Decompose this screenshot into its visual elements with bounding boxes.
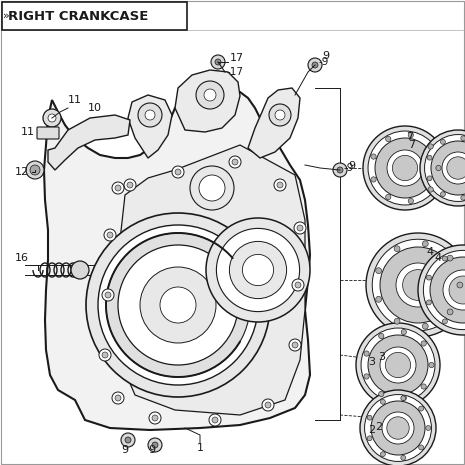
Text: 3: 3 <box>368 357 376 367</box>
Circle shape <box>48 114 56 122</box>
Circle shape <box>105 292 111 298</box>
Circle shape <box>367 415 372 420</box>
Circle shape <box>371 154 376 159</box>
Circle shape <box>160 287 196 323</box>
Circle shape <box>206 218 310 322</box>
Circle shape <box>274 179 286 191</box>
Circle shape <box>429 362 434 368</box>
Text: 11: 11 <box>68 95 82 105</box>
Circle shape <box>86 213 270 397</box>
Circle shape <box>363 126 447 210</box>
Circle shape <box>71 261 89 279</box>
Circle shape <box>401 395 406 401</box>
Circle shape <box>380 347 416 383</box>
Circle shape <box>295 282 301 288</box>
Circle shape <box>426 275 432 280</box>
Circle shape <box>289 339 301 351</box>
Circle shape <box>361 328 435 402</box>
Circle shape <box>421 341 426 346</box>
Text: 2: 2 <box>375 422 382 432</box>
Text: -17: -17 <box>226 67 243 77</box>
Text: -9: -9 <box>343 163 353 173</box>
Circle shape <box>382 412 414 444</box>
Circle shape <box>196 81 224 109</box>
Circle shape <box>26 161 44 179</box>
Circle shape <box>368 335 428 395</box>
Circle shape <box>365 395 432 461</box>
Circle shape <box>356 323 440 407</box>
Polygon shape <box>44 85 310 430</box>
Circle shape <box>124 179 136 191</box>
Circle shape <box>408 133 413 138</box>
Circle shape <box>337 167 343 173</box>
Circle shape <box>265 402 271 408</box>
Text: RIGHT CRANKCASE: RIGHT CRANKCASE <box>8 9 148 22</box>
Circle shape <box>401 329 406 335</box>
Circle shape <box>112 392 124 404</box>
Circle shape <box>371 177 376 182</box>
Circle shape <box>269 104 291 126</box>
Circle shape <box>385 194 391 199</box>
Circle shape <box>442 152 465 184</box>
Circle shape <box>457 282 463 288</box>
Circle shape <box>138 103 162 127</box>
Circle shape <box>115 185 121 191</box>
Text: 17: 17 <box>230 53 244 63</box>
Circle shape <box>312 62 318 68</box>
Circle shape <box>376 296 382 302</box>
Circle shape <box>292 342 298 348</box>
Circle shape <box>436 166 441 171</box>
Circle shape <box>440 140 445 144</box>
Circle shape <box>199 175 225 201</box>
Circle shape <box>387 150 423 186</box>
Circle shape <box>426 425 431 431</box>
Circle shape <box>172 166 184 178</box>
Circle shape <box>140 267 216 343</box>
Text: »: » <box>3 11 10 21</box>
Circle shape <box>422 241 428 247</box>
Circle shape <box>367 436 372 441</box>
Circle shape <box>232 159 238 165</box>
Polygon shape <box>128 95 172 158</box>
Circle shape <box>292 279 304 291</box>
Circle shape <box>209 414 221 426</box>
Text: 7: 7 <box>408 140 416 150</box>
Circle shape <box>461 195 465 200</box>
Circle shape <box>125 437 131 443</box>
Circle shape <box>43 109 61 127</box>
Circle shape <box>333 163 347 177</box>
Polygon shape <box>118 145 305 415</box>
Circle shape <box>372 239 464 331</box>
Circle shape <box>394 319 400 324</box>
Circle shape <box>379 392 384 397</box>
Circle shape <box>152 442 158 448</box>
Circle shape <box>442 319 447 324</box>
Text: 3: 3 <box>378 352 385 362</box>
Circle shape <box>215 59 221 65</box>
Circle shape <box>368 131 442 205</box>
Text: 4: 4 <box>434 253 442 263</box>
Circle shape <box>148 438 162 452</box>
Circle shape <box>461 136 465 141</box>
Circle shape <box>387 417 409 439</box>
Circle shape <box>364 374 369 379</box>
Circle shape <box>385 352 411 378</box>
Circle shape <box>428 144 433 149</box>
Polygon shape <box>175 70 240 132</box>
Circle shape <box>379 333 384 339</box>
Circle shape <box>308 58 322 72</box>
Circle shape <box>380 399 385 404</box>
Circle shape <box>30 165 40 175</box>
Polygon shape <box>48 115 130 170</box>
Circle shape <box>294 222 306 234</box>
Circle shape <box>449 276 465 304</box>
Circle shape <box>152 415 158 421</box>
Circle shape <box>375 138 435 198</box>
Circle shape <box>447 157 465 179</box>
Circle shape <box>401 396 405 401</box>
Circle shape <box>229 156 241 168</box>
Text: 11: 11 <box>21 127 35 137</box>
Circle shape <box>408 199 413 204</box>
Circle shape <box>275 110 285 120</box>
